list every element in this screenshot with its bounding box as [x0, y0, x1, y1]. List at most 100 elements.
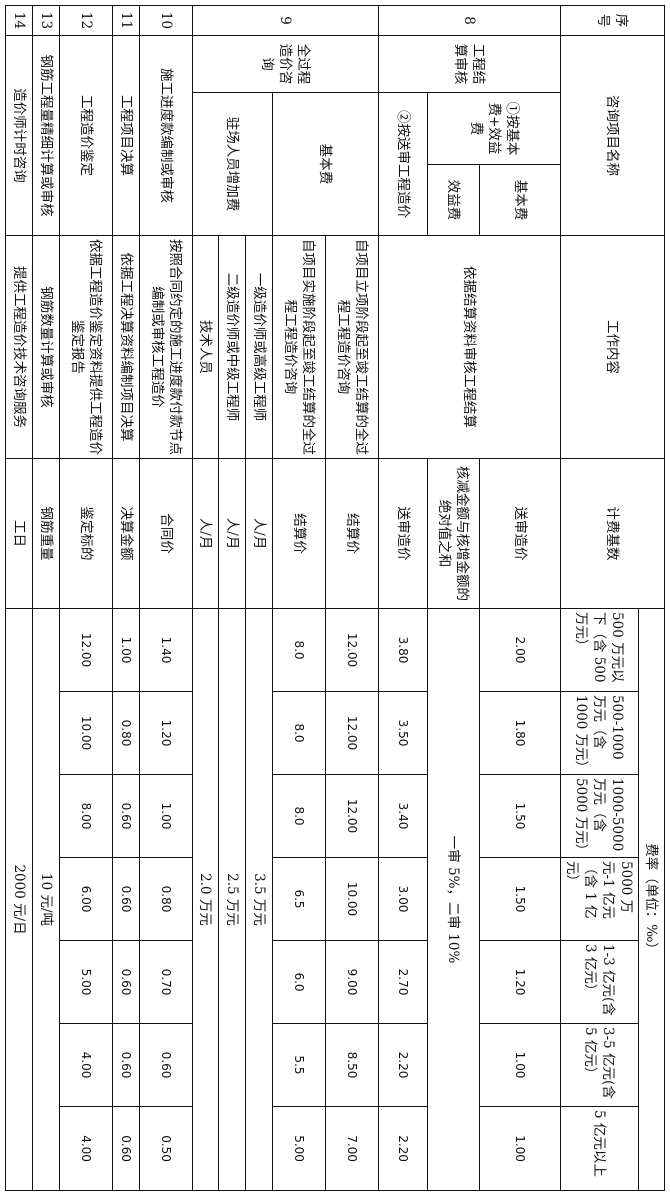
row-basis: 核减金额与核增金额的绝对值之和 [427, 458, 480, 609]
row-work: 依据工程造价鉴定资料提供工程造价鉴定报告 [59, 235, 113, 459]
rate-cell: 2.20 [378, 1023, 428, 1107]
row-work: 钢筋数量计算或审核 [32, 235, 60, 459]
rate-col-header: 5000 万元-1 亿元（含 1 亿元） [560, 857, 639, 941]
rate-col-header: 500 万元以下（含 500 万元） [560, 608, 639, 692]
rate-cell: 1.00 [139, 774, 193, 858]
rate-cell: 5.5 [272, 1023, 326, 1107]
row-subname: ①按基本费+效益费 [427, 92, 561, 165]
rate-cell: 1.00 [479, 1106, 561, 1191]
rate-cell: 1.50 [479, 857, 561, 941]
rate-cell: 1.80 [479, 691, 561, 775]
header-basis: 计费基数 [560, 458, 665, 609]
row-no: 10 [139, 5, 193, 36]
rate-cell: 1.40 [139, 608, 193, 692]
rate-merged-cell: 3.5 万元 [245, 608, 273, 1191]
rate-cell: 1.20 [479, 940, 561, 1024]
row-work: 按照合同约定的施工进度款付款节点编制或审核工程造价 [139, 235, 193, 459]
table-row: 11 工程项目决算 依据工程决算资料编制项目决算 决算金额 1.00 0.80 … [112, 5, 140, 1191]
table-row: ②按送审工程造价 送审造价 3.80 3.50 3.40 3.00 2.70 2… [378, 6, 428, 1191]
rate-cell: 1.50 [479, 774, 561, 858]
rate-cell: 8.50 [325, 1023, 379, 1107]
row-work: 自项目立项阶段起至竣工结算的全过程工程造价咨询 [325, 235, 379, 459]
row-work: 自项目实施阶段起至竣工结算的全过程工程造价咨询 [272, 235, 326, 459]
rate-cell: 5.00 [59, 940, 113, 1024]
rate-cell: 0.60 [112, 1023, 140, 1107]
rate-cell: 0.80 [112, 691, 140, 775]
row-basis: 送审造价 [378, 458, 428, 609]
table-row: 13 钢筋工程量精细计算或审核 钢筋数量计算或审核 钢筋重量 10 元/吨 [32, 5, 60, 1191]
rate-cell: 1.00 [112, 608, 140, 692]
rate-cell: 3.50 [378, 691, 428, 775]
rate-cell: 0.70 [139, 940, 193, 1024]
table-row: 9 全过程造价咨询 基本费 自项目立项阶段起至竣工结算的全过程工程造价咨询 结算… [192, 5, 379, 1191]
row-name: 钢筋工程量精细计算或审核 [32, 35, 60, 236]
row-work: 技术人员 [192, 235, 219, 459]
row-work: 一级造价师或高级工程师 [245, 235, 273, 459]
rate-cell: 12.00 [325, 691, 379, 775]
row-basis: 人/月 [218, 458, 246, 609]
rate-col-header: 500-1000 万元（含 1000 万元） [560, 691, 639, 775]
row-basis: 人/月 [245, 458, 273, 609]
row-work: 提供工程造价技术咨询服务 [5, 235, 33, 459]
rate-col-header: 3-5 亿元(含 5 亿元） [560, 1023, 639, 1107]
row-work: 二级造价师或中级工程师 [218, 235, 246, 459]
table-row: 效益费 核减金额与核增金额的绝对值之和 一审 5%，二审 10% [427, 6, 480, 1191]
rate-cell: 0.60 [112, 774, 140, 858]
row-name: 全过程造价咨询 [192, 35, 379, 93]
row-no: 12 [59, 5, 113, 36]
row-subname: 基本费 [272, 92, 379, 236]
rate-cell: 2.20 [378, 1106, 428, 1191]
header-no: 序号 [560, 5, 665, 36]
row-subname: ②按送审工程造价 [378, 92, 428, 236]
rate-cell: 6.00 [59, 857, 113, 941]
rate-col-header: 1000-5000 万元（含 5000 万元） [560, 774, 639, 858]
row-name: 工程结算审核 [378, 35, 561, 93]
rate-cell: 0.80 [139, 857, 193, 941]
row-work: 依据结算资料审核工程结算 [378, 235, 561, 459]
rate-cell: 8.0 [272, 608, 326, 692]
row-no: 11 [112, 5, 140, 36]
rate-cell: 1.00 [479, 1023, 561, 1107]
rate-cell: 12.00 [59, 608, 113, 692]
row-basis: 钢筋重量 [32, 458, 60, 609]
rate-cell: 5.00 [272, 1106, 326, 1191]
rate-cell: 10.00 [325, 857, 379, 941]
rate-merged-cell: 10 元/吨 [32, 608, 60, 1191]
rate-cell: 6.0 [272, 940, 326, 1024]
rate-cell: 1.20 [139, 691, 193, 775]
rate-cell: 0.60 [112, 857, 140, 941]
row-no: 9 [192, 5, 379, 36]
table-row: 驻场人员增加费 一级造价师或高级工程师 人/月 3.5 万元 [192, 6, 273, 1191]
rate-merged-cell: 2.0 万元 [192, 608, 219, 1191]
rate-cell: 0.60 [112, 1106, 140, 1191]
rate-cell: 7.00 [325, 1106, 379, 1191]
table-row: 10 施工进度款编制或审核 按照合同约定的施工进度款付款节点编制或审核工程造价 … [139, 5, 193, 1191]
row-basis: 鉴定标的 [59, 458, 113, 609]
rate-cell: 10.00 [59, 691, 113, 775]
rate-cell: 0.60 [139, 1023, 193, 1107]
row-basis: 工日 [5, 458, 33, 609]
header-work: 工作内容 [560, 235, 665, 459]
row-subname: 效益费 [427, 164, 480, 236]
rate-cell: 9.00 [325, 940, 379, 1024]
rate-cell: 3.80 [378, 608, 428, 692]
row-no: 14 [5, 5, 33, 36]
row-basis: 合同价 [139, 458, 193, 609]
rate-cell: 0.50 [139, 1106, 193, 1191]
rate-cell: 2.70 [378, 940, 428, 1024]
rate-cell: 4.00 [59, 1106, 113, 1191]
row-name: 工程项目决算 [112, 35, 140, 236]
rate-cell: 4.00 [59, 1023, 113, 1107]
rate-col-header: 1-3 亿元(含 3 亿元） [560, 940, 639, 1024]
rate-cell: 12.00 [325, 774, 379, 858]
row-no: 13 [32, 5, 60, 36]
table-row: 12 工程造价鉴定 依据工程造价鉴定资料提供工程造价鉴定报告 鉴定标的 12.0… [59, 5, 113, 1191]
row-name: 施工进度款编制或审核 [139, 35, 193, 236]
rate-cell: 2.00 [479, 608, 561, 692]
rate-cell: 12.00 [325, 608, 379, 692]
table-row: 14 造价师计时咨询 提供工程造价技术咨询服务 工日 2000 元/日 [5, 5, 33, 1191]
row-name: 工程造价鉴定 [59, 35, 113, 236]
row-name: 造价师计时咨询 [5, 35, 33, 236]
row-basis: 人/月 [192, 458, 219, 609]
